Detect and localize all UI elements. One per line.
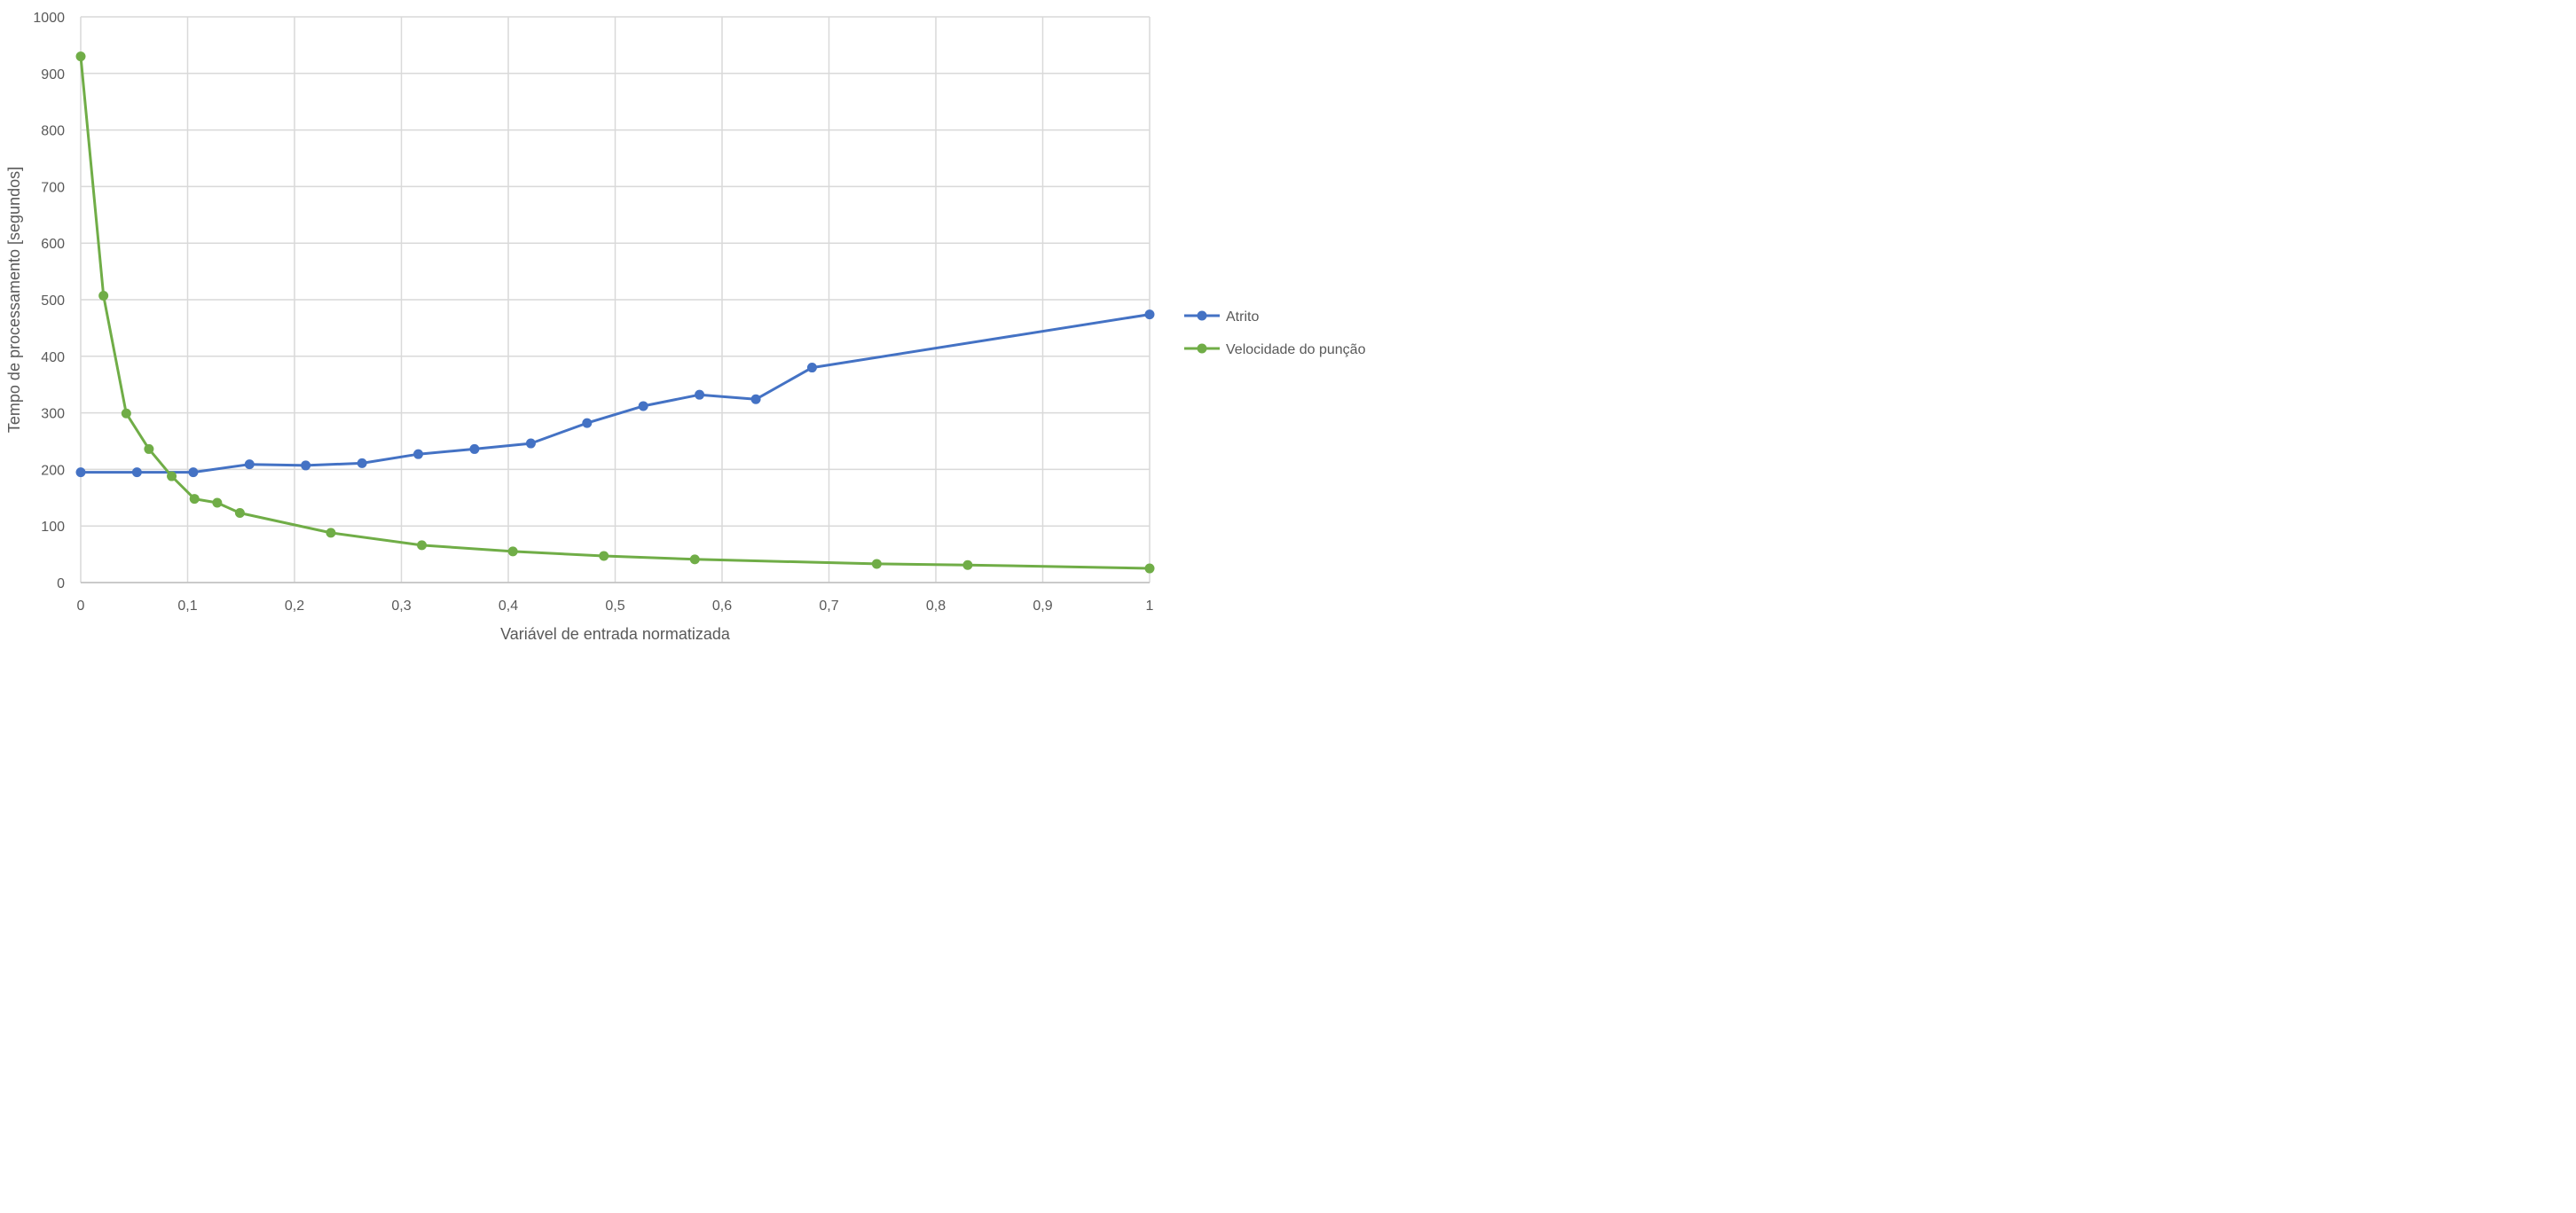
series-2-point (417, 540, 428, 551)
y-tick-label: 300 (41, 407, 65, 422)
x-tick-label: 0,3 (391, 599, 411, 614)
y-tick-label: 800 (41, 124, 65, 139)
y-tick-label: 400 (41, 350, 65, 365)
series-2-point (1144, 563, 1155, 574)
x-tick-label: 0,9 (1033, 599, 1052, 614)
y-tick-label: 900 (41, 67, 65, 82)
legend-marker-2 (1197, 343, 1207, 354)
series-2-point (507, 546, 518, 557)
series-1-point (131, 467, 142, 478)
series-1-point (1144, 309, 1155, 320)
series-2-point (189, 494, 200, 505)
series-2-point (962, 560, 973, 570)
y-tick-label: 100 (41, 520, 65, 535)
series-1-point (525, 438, 536, 449)
y-tick-label: 0 (57, 576, 65, 591)
x-tick-label: 0,5 (605, 599, 624, 614)
series-2-point (144, 443, 154, 454)
x-tick-label: 1 (1146, 599, 1154, 614)
series-1-point (469, 443, 480, 454)
series-1-point (695, 389, 705, 400)
y-tick-label: 700 (41, 180, 65, 195)
legend-label-1: Atrito (1226, 309, 1259, 325)
series-2-point (689, 554, 700, 565)
x-tick-label: 0,4 (499, 599, 518, 614)
series-1-point (188, 467, 199, 478)
series-1-point (638, 401, 648, 411)
series-line-2 (79, 55, 1151, 570)
grid (80, 16, 1151, 583)
chart: 0 0,1 0,2 0,3 0,4 0,5 0,6 0,7 0,8 0,9 1 0 100 200 300 4… (0, 0, 1391, 650)
x-tick-label: 0,2 (285, 599, 304, 614)
axes: 0 0,1 0,2 0,3 0,4 0,5 0,6 0,7 0,8 0,9 1 0 100 200 300 4… (5, 11, 1154, 643)
series-2-point (121, 408, 131, 419)
x-axis-title: Variável de entrada normatizada (500, 625, 731, 643)
series-1-point (750, 394, 761, 404)
x-tick-label: 0,1 (177, 599, 197, 614)
series-1-point (244, 459, 255, 470)
y-tick-label: 200 (41, 463, 65, 478)
series-2-point (234, 508, 245, 519)
series (75, 51, 1155, 574)
series-2-point (326, 528, 336, 538)
series-2-point (871, 559, 882, 569)
y-axis-title: Tempo de processamento [segundos] (5, 167, 23, 433)
series-2-point (98, 291, 109, 301)
legend-marker-1 (1197, 310, 1207, 321)
series-1-point (413, 449, 424, 459)
x-tick-label: 0,8 (926, 599, 946, 614)
x-tick-label: 0,7 (819, 599, 838, 614)
series-1-point (357, 458, 367, 468)
y-tick-label: 500 (41, 293, 65, 309)
x-tick-label: 0,6 (712, 599, 732, 614)
y-tick-label: 1000 (33, 11, 65, 26)
series-2-point (212, 497, 223, 508)
x-tick-label: 0 (77, 599, 85, 614)
y-tick-label: 600 (41, 237, 65, 252)
series-1-point (806, 363, 817, 373)
series-1-point (582, 418, 593, 428)
series-1-point (75, 467, 86, 478)
legend-label-2: Velocidade do punção (1226, 342, 1366, 357)
line-chart: 0 0,1 0,2 0,3 0,4 0,5 0,6 0,7 0,8 0,9 1 0 100 200 300 4… (5, 11, 1366, 643)
series-2-point (599, 551, 609, 561)
series-2-point (167, 471, 177, 481)
legend: Atrito Velocidade do punção (1184, 309, 1366, 357)
series-2-point (75, 51, 86, 62)
series-1-point (301, 460, 311, 471)
